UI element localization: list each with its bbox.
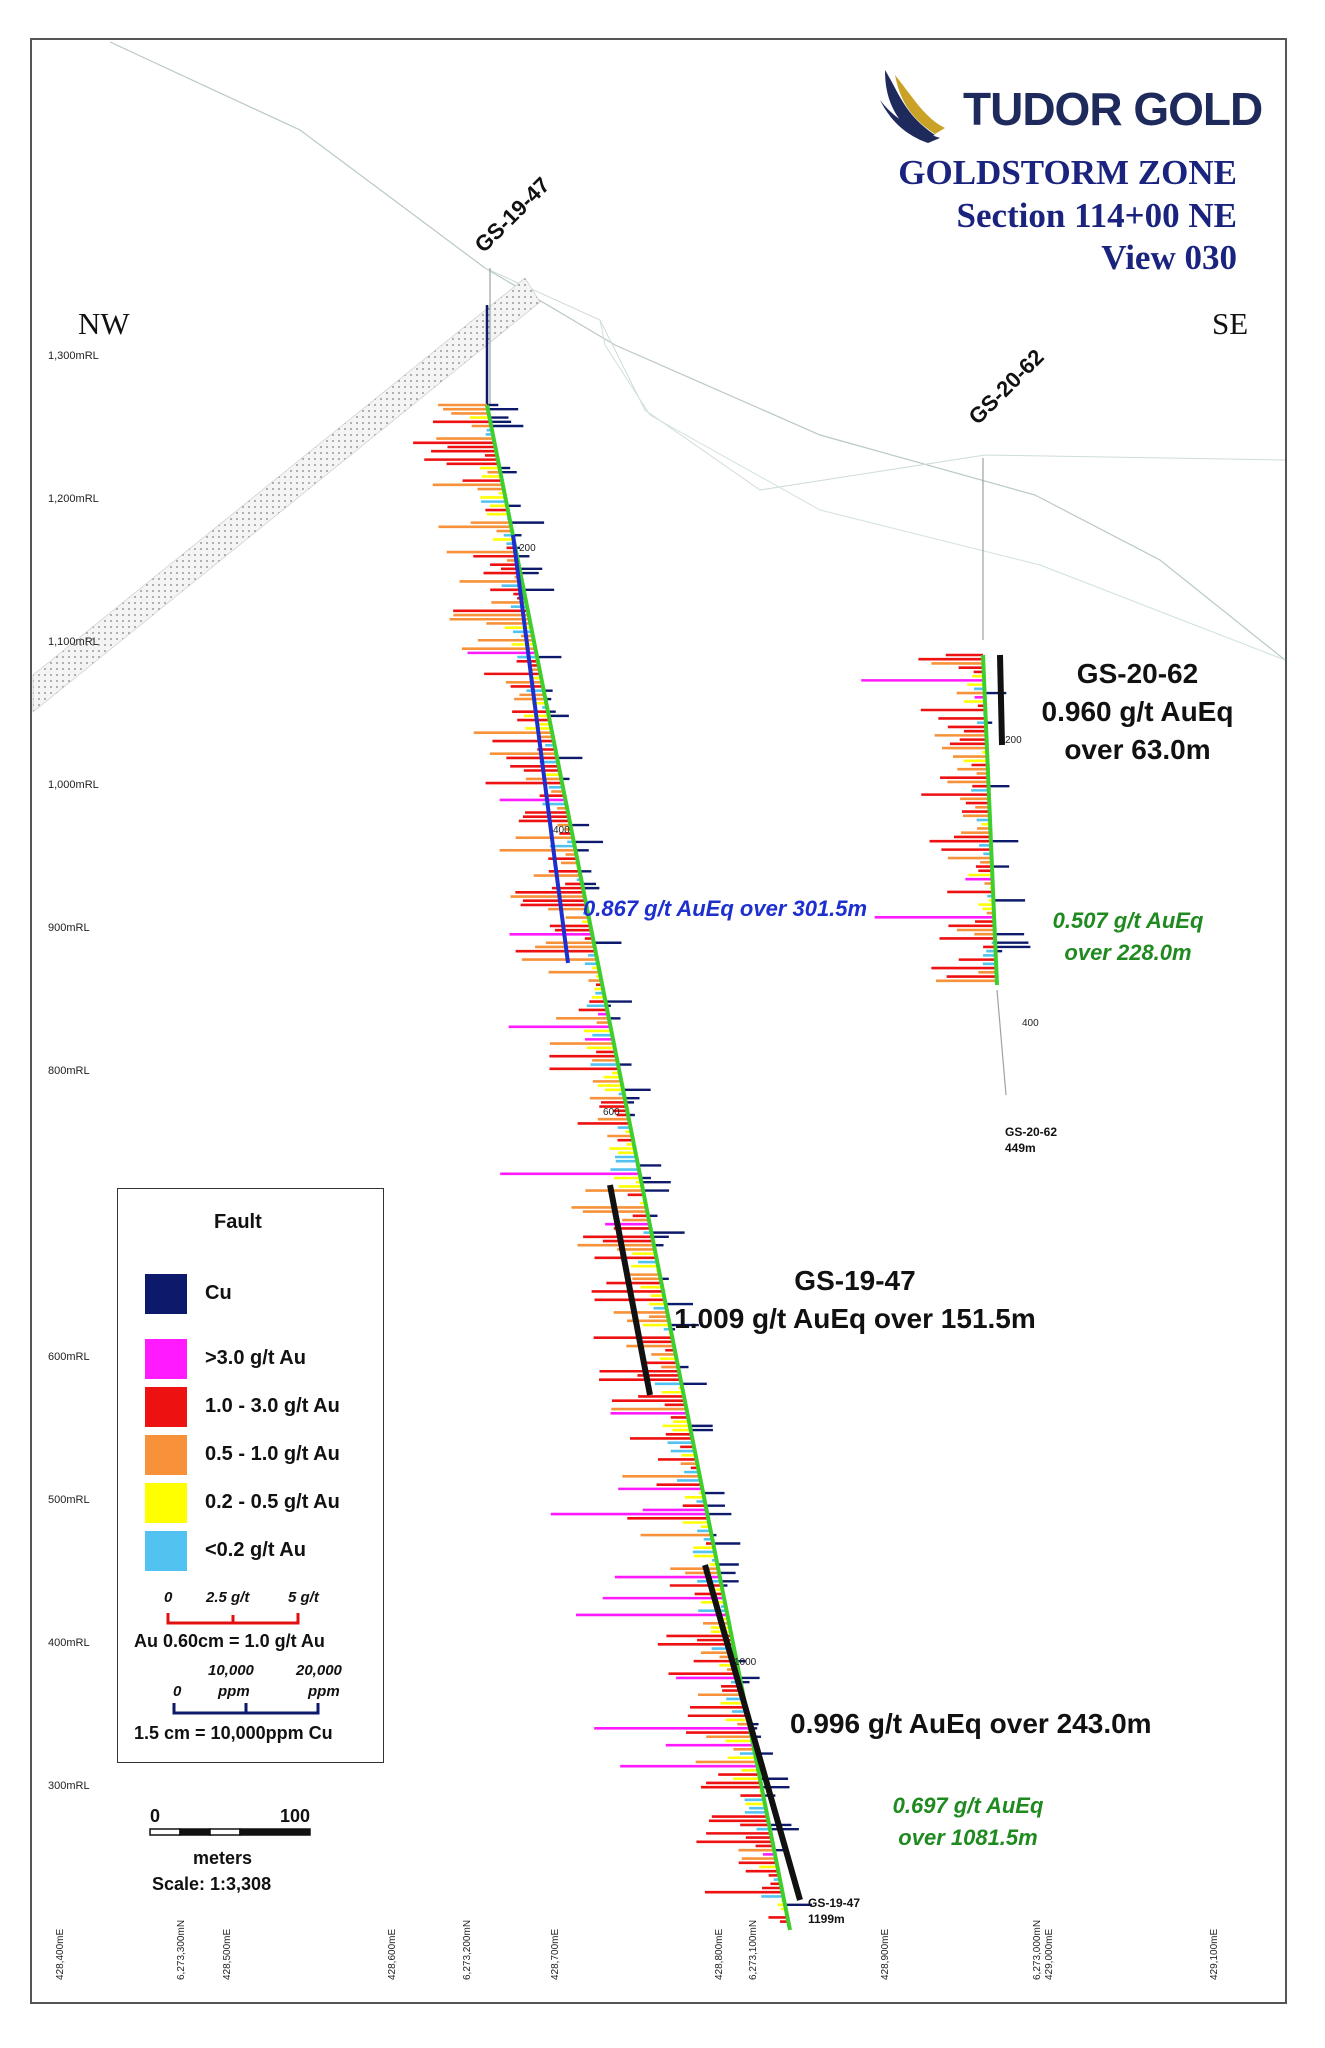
view-label: View 030: [1101, 238, 1237, 277]
easting-label: 6,273,100mN: [748, 1919, 759, 1980]
legend-swatch: [145, 1387, 187, 1427]
elevation-label: 1,100mRL: [48, 636, 99, 648]
elevation-label: 500mRL: [48, 1494, 90, 1506]
easting-label: 6,273,300mN: [176, 1919, 187, 1980]
end-of-hole-label: GS-19-47 1199m: [808, 1896, 861, 1926]
easting-label: 429,100mE: [1209, 1928, 1220, 1980]
legend: Fault Cu >3.0 g/t Au 1.0 - 3.0 g/t Au 0.…: [117, 1188, 384, 1763]
elevation-label: 800mRL: [48, 1065, 90, 1077]
elevation-label: 300mRL: [48, 1780, 90, 1792]
depth-tick: 200: [1005, 735, 1022, 746]
intercept-bar-black-gs2062: [997, 654, 1005, 746]
easting-label: 428,900mE: [880, 1928, 891, 1980]
scalebar-0: 0: [150, 1806, 161, 1826]
elevation-label: 1,200mRL: [48, 493, 99, 505]
easting-label: 428,700mE: [550, 1928, 561, 1980]
intercept-annotation-gs2062: GS-20-62 0.960 g/t AuEq over 63.0m: [1041, 658, 1234, 765]
elevation-label: 400mRL: [48, 1637, 90, 1649]
company-logo-text: TUDOR GOLD: [963, 83, 1263, 135]
elevation-label: 600mRL: [48, 1351, 90, 1363]
scale-bar: [149, 1828, 311, 1836]
elevation-label: 900mRL: [48, 922, 90, 934]
topography-line-3: [599, 319, 1286, 661]
direction-se: SE: [1212, 306, 1249, 341]
easting-label: 6,273,200mN: [462, 1919, 473, 1980]
depth-tick: 200: [519, 543, 536, 554]
scale-ratio: Scale: 1:3,308: [152, 1874, 272, 1894]
intercept-annotation-gs1947-blue: 0.867 g/t AuEq over 301.5m: [583, 896, 868, 921]
elevation-label: 1,300mRL: [48, 350, 99, 362]
intercept-bar-black-gs1947-upper: [607, 1184, 653, 1396]
assay-bars-gs1947: [413, 403, 813, 1928]
scalebar-100: 100: [280, 1806, 311, 1826]
section-title: GOLDSTORM ZONE: [898, 153, 1237, 192]
easting-label: 428,500mE: [222, 1928, 233, 1980]
depth-tick: 1000: [734, 1657, 757, 1668]
hole-trace-gs2062-tail: [996, 989, 1007, 1096]
intercept-bar-blue: [511, 534, 570, 964]
intercept-annotation-gs1947: GS-19-47 1.009 g/t AuEq over 151.5m: [674, 1265, 1036, 1334]
logo-wing-icon: [880, 70, 945, 143]
easting-label: 6,273,000mN: [1032, 1919, 1043, 1980]
depth-tick: 400: [1022, 1018, 1039, 1029]
topography-line-2: [484, 267, 1286, 491]
cu-scale-bar: [172, 1703, 320, 1715]
direction-nw: NW: [78, 306, 130, 341]
legend-fault-label: Fault: [214, 1211, 262, 1233]
legend-swatch: [145, 1531, 187, 1571]
fault-zone: [32, 277, 541, 713]
depth-tick: 400: [553, 825, 570, 836]
assay-bars-gs2062: [861, 653, 1031, 983]
intercept-bar-black-gs1947-lower: [702, 1564, 803, 1901]
intercept-annotation-gs1947-green: 0.697 g/t AuEq over 1081.5m: [892, 1793, 1044, 1850]
legend-swatch: [145, 1435, 187, 1475]
au-scale-bar: [166, 1613, 300, 1625]
elevation-label: 1,000mRL: [48, 779, 99, 791]
section-number: Section 114+00 NE: [956, 196, 1237, 235]
end-of-hole-label: GS-20-62 449m: [1005, 1125, 1058, 1155]
hole-trace-gs2062: [981, 654, 999, 986]
topography-line: [109, 41, 1286, 661]
depth-tick: 600: [603, 1107, 620, 1118]
legend-swatch: [145, 1274, 187, 1314]
easting-label: 428,600mE: [387, 1928, 398, 1980]
easting-label: 428,400mE: [55, 1928, 66, 1980]
scalebar-unit: meters: [193, 1848, 253, 1868]
intercept-annotation-gs2062-green: 0.507 g/t AuEq over 228.0m: [1052, 908, 1204, 965]
easting-label: 428,800mE: [714, 1928, 725, 1980]
intercept-annotation-gs1947-lower: 0.996 g/t AuEq over 243.0m: [790, 1708, 1152, 1739]
easting-label: 429,000mE: [1044, 1928, 1055, 1980]
legend-swatch: [145, 1339, 187, 1379]
legend-swatch: [145, 1483, 187, 1523]
